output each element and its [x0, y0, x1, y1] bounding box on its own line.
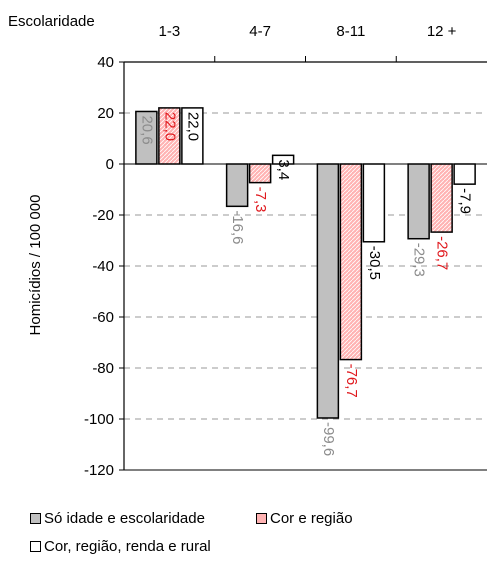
legend-swatch-age-schooling [30, 513, 41, 524]
data-label: -76,7 [343, 364, 360, 398]
data-label: -99,6 [320, 422, 337, 456]
legend-item-race-region: Cor e região [256, 510, 353, 527]
y-tick-label: -20 [92, 207, 114, 224]
y-tick-label: 20 [97, 105, 114, 122]
bar [453, 163, 476, 185]
bar [362, 163, 386, 243]
data-label: 22,0 [184, 112, 201, 141]
legend-label-race-region-income-rural: Cor, região, renda e rural [44, 538, 211, 555]
y-tick-label: -60 [92, 309, 114, 326]
y-axis-label: Homicídios / 100 000 [27, 195, 44, 336]
category-label: 1-3 [159, 23, 181, 40]
data-label: -29,3 [411, 243, 428, 277]
y-tick-label: -100 [84, 411, 114, 428]
category-label: 12 + [427, 23, 457, 40]
bar [407, 163, 430, 240]
legend-item-race-region-income-rural: Cor, região, renda e rural [30, 538, 211, 555]
data-label: -16,6 [229, 210, 246, 244]
legend-label-race-region: Cor e região [270, 510, 353, 527]
legend-swatch-race-region [256, 513, 267, 524]
y-tick-label: -120 [84, 462, 114, 479]
data-label: -26,7 [434, 236, 451, 270]
category-label: 4-7 [249, 23, 271, 40]
y-tick-label: 0 [106, 156, 114, 173]
legend-swatch-race-region-income-rural [30, 541, 41, 552]
chart: Escolaridade Homicídios / 100 000 40 20 0 -… [8, 13, 487, 479]
bar [339, 163, 363, 361]
data-label: -30,5 [366, 246, 383, 280]
bar [225, 163, 249, 208]
bar [248, 163, 272, 184]
category-label: 8-11 [336, 23, 365, 40]
data-label: -7,9 [457, 188, 474, 214]
data-label: -7,3 [252, 187, 269, 213]
y-tick-label: -40 [92, 258, 114, 275]
data-label: 22,0 [161, 112, 178, 141]
legend-label-age-schooling: Só idade e escolaridade [44, 510, 205, 527]
bar [430, 163, 453, 233]
bar [316, 163, 340, 419]
corner-label: Escolaridade [8, 13, 95, 30]
legend-item-age-schooling: Só idade e escolaridade [30, 510, 205, 527]
y-tick-label: 40 [97, 54, 114, 71]
data-label: 20,6 [138, 115, 155, 144]
y-tick-label: -80 [92, 360, 114, 377]
data-label: 3,4 [275, 159, 292, 180]
